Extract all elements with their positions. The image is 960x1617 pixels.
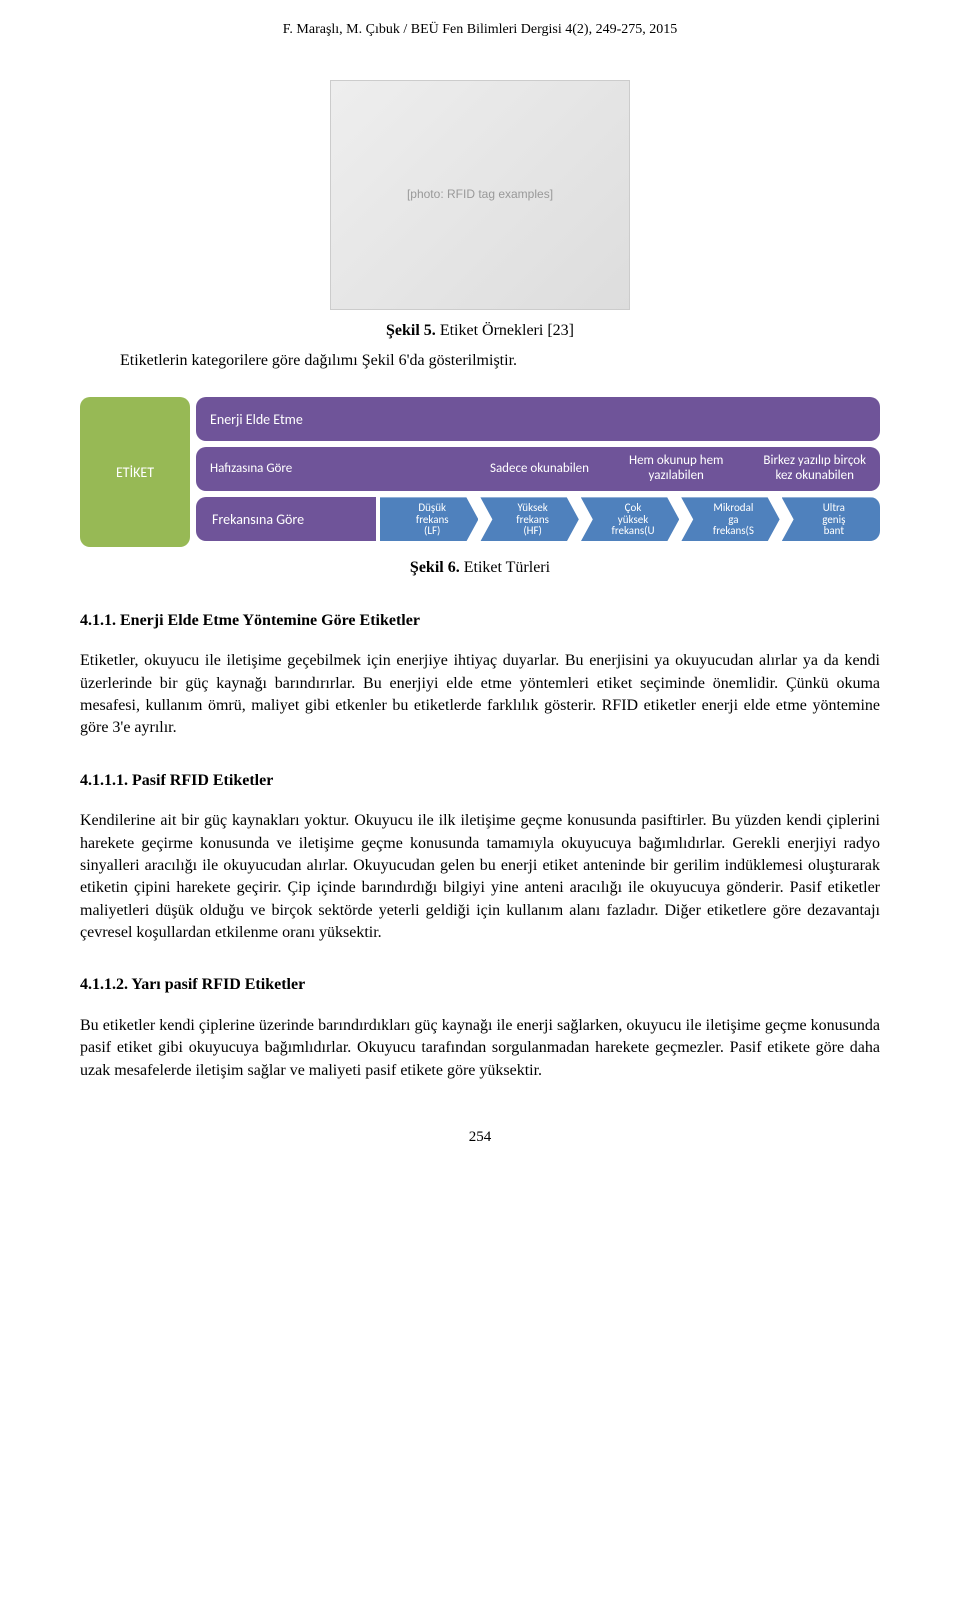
etiket-right-column: Enerji Elde Etme Hafızasına Göre Sadece … bbox=[196, 397, 880, 547]
figure-5-image: [photo: RFID tag examples] bbox=[330, 80, 630, 310]
chev-hf: Yüksek frekans (HF) bbox=[480, 497, 578, 541]
row-memory-label: Hafızasına Göre bbox=[210, 460, 292, 478]
para-4-1-1: Etiketler, okuyucu ile iletişime geçebil… bbox=[80, 650, 880, 740]
etiket-root-node: ETİKET bbox=[80, 397, 190, 547]
figure-6-caption-bold: Şekil 6. bbox=[410, 559, 460, 576]
memory-opt-worm: Birkez yazılıp birçok kez okunabilen bbox=[763, 454, 866, 484]
chev-lf: Düşük frekans (LF) bbox=[380, 497, 478, 541]
row-frequency-label-box: Frekansına Göre bbox=[196, 497, 376, 541]
page-running-header: F. Maraşlı, M. Çıbuk / BEÜ Fen Bilimleri… bbox=[80, 20, 880, 40]
row-memory: Hafızasına Göre Sadece okunabilen Hem ok… bbox=[196, 447, 880, 491]
row-energy: Enerji Elde Etme bbox=[196, 397, 880, 441]
figure-5-below-text: Etiketlerin kategorilere göre dağılımı Ş… bbox=[120, 350, 880, 372]
row-frequency: Frekansına Göre Düşük frekans (LF) Yükse… bbox=[196, 497, 880, 541]
etiket-categories-diagram: ETİKET Enerji Elde Etme Hafızasına Göre … bbox=[80, 397, 880, 547]
heading-4-1-1: 4.1.1. Enerji Elde Etme Yöntemine Göre E… bbox=[80, 610, 880, 632]
para-4-1-1-2: Bu etiketler kendi çiplerine üzerinde ba… bbox=[80, 1015, 880, 1082]
para-4-1-1-1: Kendilerine ait bir güç kaynakları yoktu… bbox=[80, 810, 880, 944]
heading-4-1-1-2: 4.1.1.2. Yarı pasif RFID Etiketler bbox=[80, 974, 880, 996]
chev-microwave: Mikrodal ga frekans(S bbox=[681, 497, 779, 541]
heading-4-1-1-1: 4.1.1.1. Pasif RFID Etiketler bbox=[80, 770, 880, 792]
chev-uhf: Çok yüksek frekans(U bbox=[581, 497, 679, 541]
page-number: 254 bbox=[80, 1127, 880, 1148]
row-frequency-label: Frekansına Göre bbox=[212, 510, 304, 530]
memory-opt-readwrite: Hem okunup hem yazılabilen bbox=[629, 454, 723, 484]
row-energy-label: Enerji Elde Etme bbox=[210, 410, 303, 430]
memory-opt-readonly: Sadece okunabilen bbox=[490, 462, 589, 477]
figure-5-caption-bold: Şekil 5. bbox=[386, 322, 436, 339]
figure-5-caption-rest: Etiket Örnekleri [23] bbox=[436, 322, 574, 339]
figure-6-caption: Şekil 6. Etiket Türleri bbox=[80, 557, 880, 579]
chev-uwb: Ultra geniş bant bbox=[782, 497, 880, 541]
frequency-chevrons: Düşük frekans (LF) Yüksek frekans (HF) Ç… bbox=[380, 497, 880, 541]
figure-6-caption-rest: Etiket Türleri bbox=[460, 559, 550, 576]
figure-5-caption: Şekil 5. Etiket Örnekleri [23] bbox=[80, 320, 880, 342]
